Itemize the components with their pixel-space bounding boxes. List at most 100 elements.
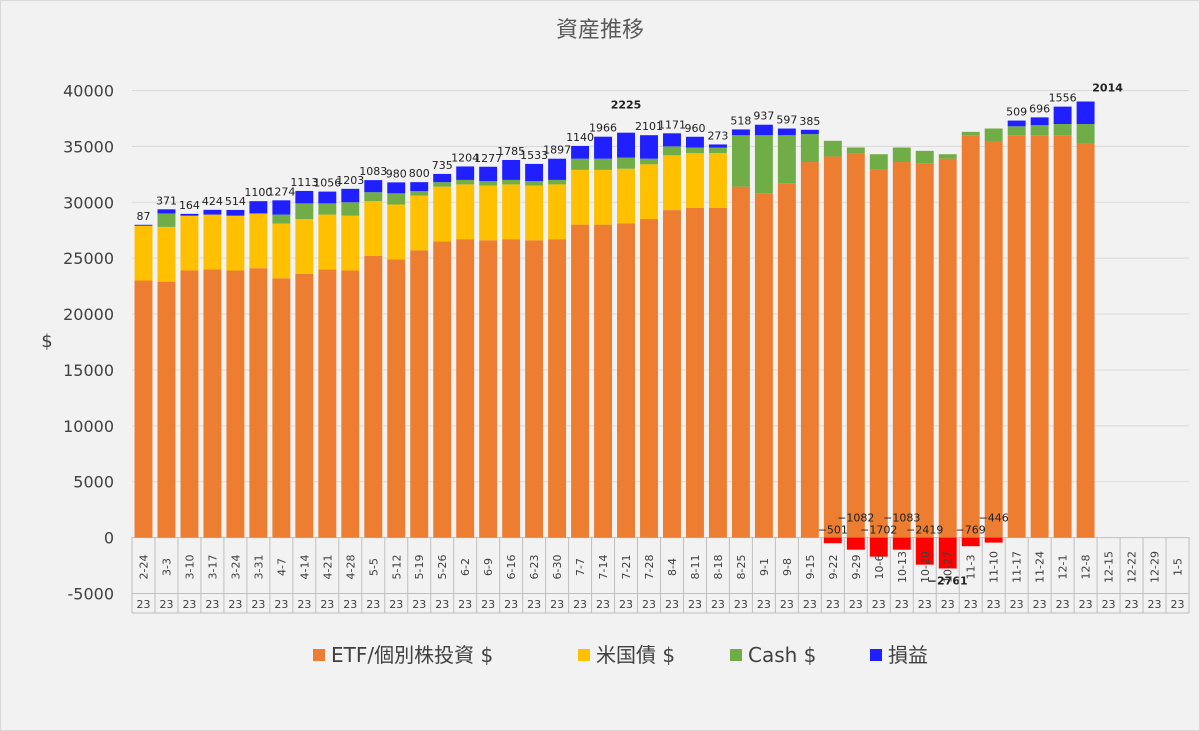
bar-segment (341, 202, 360, 216)
data-label: 424 (202, 195, 223, 208)
bar-segment (456, 184, 475, 240)
bar-segment-negative (823, 537, 842, 544)
data-label: 1277 (474, 152, 502, 165)
data-label: 2101 (635, 120, 663, 133)
x-tick-label: 12-15 (1103, 551, 1116, 583)
bar-segment (410, 250, 429, 538)
year-label: 23 (320, 598, 334, 611)
bar-segment (433, 186, 452, 242)
x-tick-label: 7-14 (597, 555, 610, 580)
bar-segment (754, 193, 773, 538)
bar-segment (157, 209, 176, 214)
bar-segment-negative (938, 537, 957, 569)
year-label: 23 (527, 598, 541, 611)
bar-segment (617, 157, 635, 169)
data-label: 273 (707, 129, 728, 142)
x-tick-label: 9-22 (827, 555, 840, 580)
x-tick-label: 1-5 (1172, 558, 1185, 576)
y-tick-label: 10000 (63, 417, 114, 436)
x-tick-label: 8-4 (666, 558, 679, 576)
data-label: −446 (979, 512, 1009, 525)
bar-segment (364, 192, 383, 202)
bar-segment (1053, 124, 1072, 136)
gridlines (132, 90, 1189, 594)
data-label: −2419 (906, 524, 943, 537)
bar-segment (961, 135, 980, 538)
data-label-highlight: 2014 (1092, 82, 1123, 95)
year-label: 23 (1125, 598, 1139, 611)
bar-segment (1053, 135, 1072, 538)
year-label: 23 (918, 598, 932, 611)
x-tick-label: 4-14 (298, 555, 311, 580)
data-label: 1056 (313, 177, 341, 190)
bar-segment (708, 207, 727, 538)
bar-segment (180, 213, 199, 216)
x-tick-label: 5-5 (367, 558, 380, 576)
bar-segment (617, 223, 635, 538)
bar-segment (479, 240, 498, 538)
x-tick-label: 4-21 (321, 555, 334, 580)
bar-segment (364, 255, 383, 538)
bar-segment-negative (984, 537, 1003, 543)
bar-segment (157, 281, 176, 538)
x-tick-label: 3-31 (252, 555, 265, 580)
bar-segment (731, 135, 750, 187)
data-label-highlight: 2225 (611, 99, 642, 112)
x-tick-label: 5-19 (413, 555, 426, 580)
bar-segment (915, 163, 934, 538)
bar-segment (249, 268, 268, 538)
x-tick-label: 11-17 (1011, 551, 1024, 583)
data-label: −1083 (883, 512, 920, 525)
bar-segment (157, 213, 176, 227)
year-label: 23 (987, 598, 1001, 611)
data-label: 509 (1006, 106, 1027, 119)
bar-segment (525, 181, 544, 186)
bar-segment (1053, 106, 1072, 125)
y-axis-label: $ (41, 331, 52, 352)
bar-segment (295, 203, 314, 220)
bar-segment (525, 185, 544, 241)
bar-segment (594, 224, 613, 538)
data-label: 696 (1029, 102, 1050, 115)
year-label: 23 (550, 598, 564, 611)
data-label: 1533 (520, 149, 548, 162)
year-label: 23 (182, 598, 196, 611)
x-tick-label: 5-12 (390, 555, 403, 580)
bar-segment (525, 163, 544, 182)
x-tick-label: 9-8 (781, 558, 794, 576)
x-tick-label: 8-11 (689, 555, 702, 580)
bar-segment (272, 278, 291, 538)
data-label: 1785 (497, 145, 525, 158)
x-tick-label: 9-15 (804, 555, 817, 580)
legend-swatch (730, 649, 742, 661)
bar-segment (226, 209, 245, 216)
bar-segment (800, 129, 819, 135)
legend: ETF/個別株投資 $ 米国債 $ Cash $ 損益 (313, 643, 928, 667)
bar-segment (341, 270, 360, 538)
year-label: 23 (826, 598, 840, 611)
x-tick-label: 6-23 (528, 555, 541, 580)
bar-segment (846, 153, 865, 538)
year-label: 23 (412, 598, 426, 611)
data-label: 960 (684, 122, 705, 135)
bar-segment (318, 214, 337, 270)
bar-segment (1007, 135, 1026, 538)
data-label: 735 (432, 159, 453, 172)
data-label: 1897 (543, 144, 571, 157)
year-label: 23 (1102, 598, 1116, 611)
year-label: 23 (780, 598, 794, 611)
x-tick-label: 7-7 (574, 558, 587, 576)
x-tick-label: 4-7 (275, 558, 288, 576)
year-label: 23 (1056, 598, 1070, 611)
y-tick-label: 25000 (63, 249, 114, 268)
x-tick-label: 7-28 (643, 555, 656, 580)
bar-segment (663, 210, 681, 538)
year-label: 23 (1010, 598, 1024, 611)
bar-segment (180, 215, 199, 271)
data-label: 514 (225, 195, 246, 208)
y-tick-label: 40000 (63, 82, 114, 101)
bar-segment (272, 223, 291, 279)
bar-segment (571, 145, 590, 159)
bar-segment (663, 146, 681, 156)
x-tick-label: 12-8 (1080, 555, 1093, 580)
